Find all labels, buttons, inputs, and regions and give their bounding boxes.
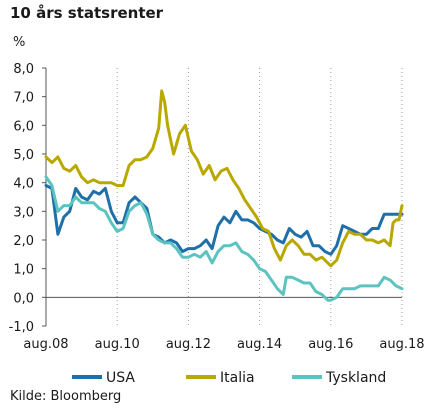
series-line-tyskland [44,175,404,302]
x-tick-label: aug.14 [237,337,282,352]
legend-label-italia: Italia [220,370,255,386]
chart-title: 10 års statsrenter [10,4,164,22]
y-tick-label: -1,0 [9,320,34,335]
y-tick-label: 1,0 [13,263,34,278]
y-tick-label: 5,0 [13,148,34,163]
source-note: Kilde: Bloomberg [10,389,122,404]
y-tick-label: 8,0 [13,62,34,77]
y-tick-label: 7,0 [13,91,34,106]
y-tick-label: 0,0 [13,291,34,306]
y-tick-label: 4,0 [13,177,34,192]
x-tick-label: aug.16 [308,337,353,352]
series-line-italia [44,89,404,268]
legend-label-usa: USA [106,370,135,386]
x-tick-label: aug.18 [379,337,424,352]
x-tick-label: aug.12 [166,337,211,352]
legend-label-tyskland: Tyskland [325,370,386,386]
y-tick-label: 6,0 [13,119,34,134]
y-tick-label: 2,0 [13,234,34,249]
x-tick-label: aug.08 [23,337,68,352]
y-axis-unit-label: % [13,35,26,50]
x-tick-label: aug.10 [95,337,140,352]
y-tick-label: 3,0 [13,205,34,220]
series-line-usa [44,184,404,256]
